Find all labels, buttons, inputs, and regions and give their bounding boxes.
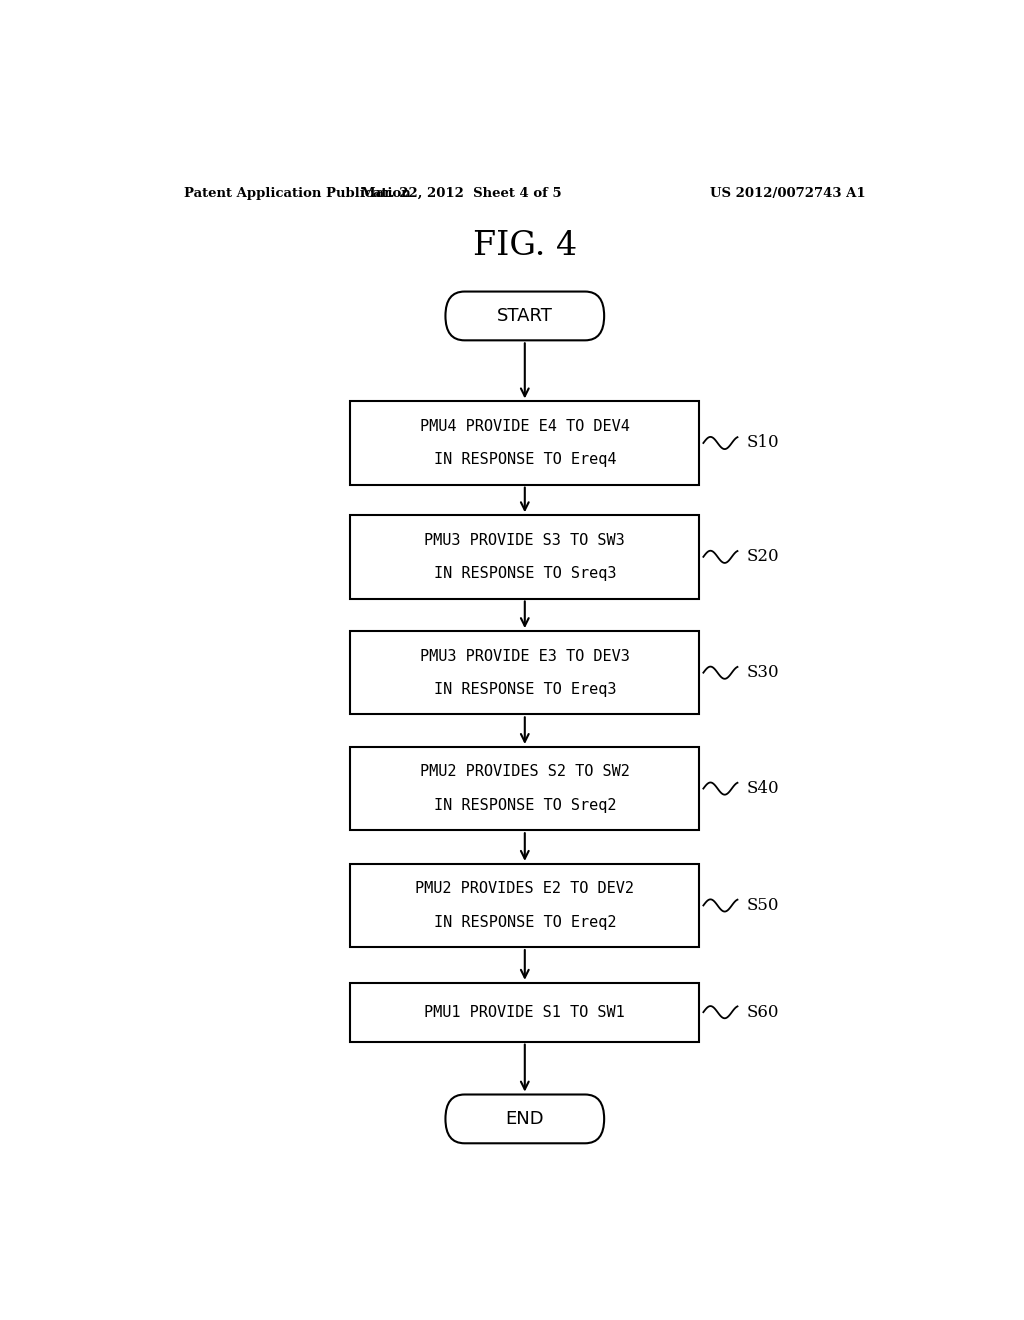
Text: START: START [497,308,553,325]
FancyBboxPatch shape [350,401,699,484]
Text: S10: S10 [748,434,779,451]
FancyBboxPatch shape [350,747,699,830]
FancyBboxPatch shape [445,1094,604,1143]
Text: S30: S30 [748,664,779,681]
FancyBboxPatch shape [350,982,699,1041]
Text: S20: S20 [748,548,779,565]
Text: IN RESPONSE TO Sreq3: IN RESPONSE TO Sreq3 [433,566,616,581]
Text: END: END [506,1110,544,1127]
Text: Mar. 22, 2012  Sheet 4 of 5: Mar. 22, 2012 Sheet 4 of 5 [361,187,561,199]
Text: IN RESPONSE TO Ereq4: IN RESPONSE TO Ereq4 [433,453,616,467]
Text: PMU3 PROVIDE S3 TO SW3: PMU3 PROVIDE S3 TO SW3 [424,533,626,548]
Text: Patent Application Publication: Patent Application Publication [183,187,411,199]
Text: PMU4 PROVIDE E4 TO DEV4: PMU4 PROVIDE E4 TO DEV4 [420,418,630,434]
Text: IN RESPONSE TO Ereq2: IN RESPONSE TO Ereq2 [433,915,616,929]
FancyBboxPatch shape [445,292,604,341]
Text: PMU2 PROVIDES S2 TO SW2: PMU2 PROVIDES S2 TO SW2 [420,764,630,779]
FancyBboxPatch shape [350,515,699,598]
FancyBboxPatch shape [350,631,699,714]
Text: S60: S60 [748,1003,779,1020]
Text: PMU2 PROVIDES E2 TO DEV2: PMU2 PROVIDES E2 TO DEV2 [416,882,634,896]
Text: FIG. 4: FIG. 4 [473,230,577,261]
Text: US 2012/0072743 A1: US 2012/0072743 A1 [711,187,866,199]
Text: PMU1 PROVIDE S1 TO SW1: PMU1 PROVIDE S1 TO SW1 [424,1005,626,1019]
Text: IN RESPONSE TO Ereq3: IN RESPONSE TO Ereq3 [433,682,616,697]
Text: S50: S50 [748,898,779,913]
Text: IN RESPONSE TO Sreq2: IN RESPONSE TO Sreq2 [433,797,616,813]
Text: PMU3 PROVIDE E3 TO DEV3: PMU3 PROVIDE E3 TO DEV3 [420,648,630,664]
Text: S40: S40 [748,780,779,797]
FancyBboxPatch shape [350,863,699,948]
